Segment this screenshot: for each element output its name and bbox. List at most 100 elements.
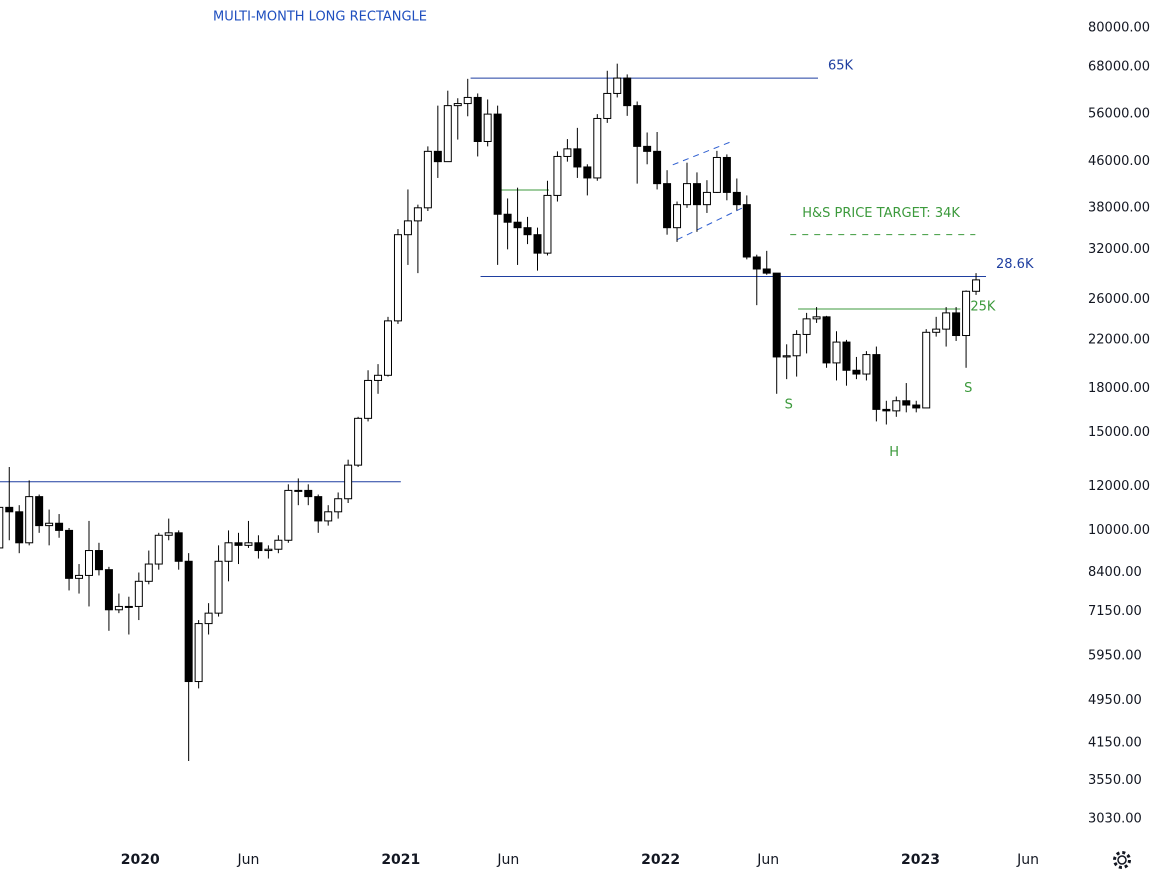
candle-body (104, 569, 113, 611)
x-tick-label: 2023 (901, 852, 940, 868)
y-tick-label: 56000.00 (1088, 107, 1150, 122)
candle-body (742, 204, 751, 258)
candle-body (912, 404, 921, 409)
candle-body (972, 279, 981, 292)
candle-body (503, 213, 512, 223)
x-tick-label: 2022 (641, 852, 680, 868)
candle-body (583, 166, 592, 179)
candle-body (413, 207, 422, 222)
candle-body (254, 542, 263, 552)
pattern-label: S (785, 398, 793, 413)
candle-body (782, 355, 791, 358)
y-tick-label: 3030.00 (1088, 811, 1142, 826)
candle-body (483, 113, 492, 142)
candle-body (35, 496, 44, 527)
level-label: 25K (970, 299, 996, 314)
settings-icon[interactable] (1113, 851, 1131, 869)
candle-body (812, 316, 821, 320)
candle-body (344, 464, 353, 500)
level-label: 28.6K (996, 257, 1034, 272)
candle-body (563, 148, 572, 157)
candle-body (473, 96, 482, 142)
chart-title: MULTI-MONTH LONG RECTANGLE (213, 10, 427, 25)
candle-body (962, 290, 971, 337)
candle-body (653, 150, 662, 185)
candle-body (15, 511, 24, 544)
candle-body (204, 612, 213, 625)
y-tick-label: 8400.00 (1088, 565, 1142, 580)
candle-body (892, 400, 901, 412)
candle-body (882, 408, 891, 412)
candle-body (633, 105, 642, 147)
settings-icon-center (1117, 855, 1127, 865)
candle-body (134, 580, 143, 607)
candle-body (364, 379, 373, 419)
candle-body (842, 341, 851, 371)
candle-body (383, 320, 392, 376)
candle-body (832, 341, 841, 364)
candle-body (862, 354, 871, 375)
candle-body (493, 113, 502, 215)
candle-body (453, 103, 462, 107)
y-tick-label: 18000.00 (1088, 381, 1150, 396)
candle-body (144, 563, 153, 582)
pattern-label: H (889, 445, 899, 460)
trend-line (676, 207, 743, 241)
candle-body (533, 234, 542, 254)
candle-body (752, 256, 761, 270)
candle-body (184, 560, 193, 683)
candle-body (94, 550, 103, 571)
y-tick-label: 22000.00 (1088, 332, 1150, 347)
candle-body (852, 369, 861, 375)
candle-body (613, 77, 622, 94)
candle-body (194, 623, 203, 683)
y-tick-label: 26000.00 (1088, 292, 1150, 307)
candle-body (673, 204, 682, 229)
candle-body (712, 156, 721, 193)
candle-body (663, 183, 672, 229)
candle-body (423, 150, 432, 209)
candle-body (334, 498, 343, 513)
candle-body (55, 522, 64, 531)
candle-body (732, 191, 741, 206)
candle-body (304, 489, 313, 498)
candle-body (354, 417, 363, 466)
candle-body (922, 331, 931, 409)
y-tick-label: 80000.00 (1088, 20, 1150, 35)
y-tick-label: 10000.00 (1088, 523, 1150, 538)
candle-body (543, 194, 552, 254)
candle-body (114, 605, 123, 611)
candle-body (573, 148, 582, 168)
y-tick-label: 15000.00 (1088, 425, 1150, 440)
candle-body (683, 183, 692, 206)
candle-body (324, 511, 333, 522)
candle-body (224, 542, 233, 562)
candle-body (174, 532, 183, 562)
candle-body (623, 77, 632, 107)
candle-body (244, 542, 253, 546)
y-tick-label: 38000.00 (1088, 200, 1150, 215)
candle-body (523, 227, 532, 236)
candle-body (264, 548, 273, 552)
candle-body (5, 506, 14, 513)
candle-body (154, 534, 163, 565)
y-tick-label: 3550.00 (1088, 773, 1142, 788)
y-tick-label: 7150.00 (1088, 604, 1142, 619)
y-tick-label: 68000.00 (1088, 60, 1150, 75)
candle-body (433, 150, 442, 163)
level-label: H&S PRICE TARGET: 34K (802, 206, 960, 221)
candle-body (443, 105, 452, 163)
candle-body (164, 532, 173, 536)
candle-body (124, 605, 133, 608)
candle-body (45, 522, 54, 527)
candle-body (403, 220, 412, 236)
candle-body (872, 354, 881, 410)
x-tick-label: Jun (496, 852, 519, 868)
y-tick-label: 4150.00 (1088, 735, 1142, 750)
candle-body (593, 117, 602, 179)
candle-body (374, 374, 383, 381)
candle-body (702, 191, 711, 206)
candle-body (294, 489, 303, 492)
candle-body (314, 496, 323, 522)
